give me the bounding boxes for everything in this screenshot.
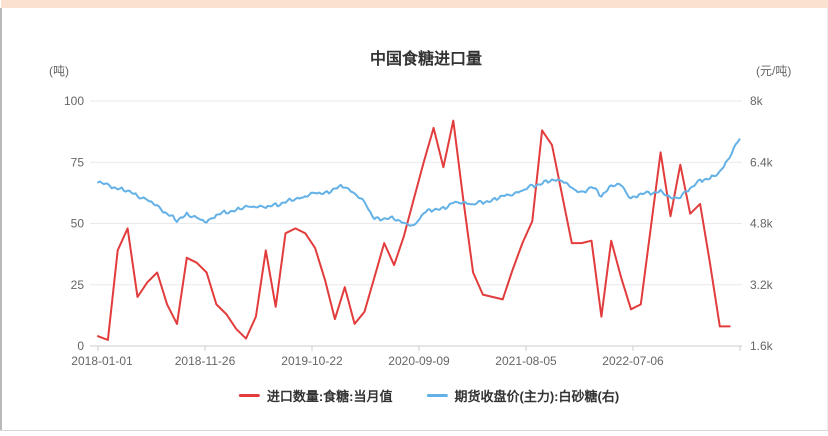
svg-text:2019-10-22: 2019-10-22 <box>281 354 343 368</box>
top-accent-bar <box>1 0 828 8</box>
series-line-imports <box>97 119 731 341</box>
legend-label: 进口数量:食糖:当月值 <box>266 389 393 404</box>
svg-text:25: 25 <box>71 278 85 292</box>
panel-left-border <box>0 8 2 431</box>
svg-text:0: 0 <box>77 339 84 353</box>
svg-text:100: 100 <box>64 94 84 108</box>
chart-title: 中国食糖进口量 <box>369 51 483 68</box>
right-axis-unit: (元/吨) <box>756 64 792 78</box>
svg-text:4.8k: 4.8k <box>750 217 774 231</box>
svg-text:6.4k: 6.4k <box>750 155 774 169</box>
svg-text:50: 50 <box>71 217 85 231</box>
svg-text:2022-07-06: 2022-07-06 <box>602 354 664 368</box>
panel-bottom-border <box>0 430 828 431</box>
svg-text:2018-11-26: 2018-11-26 <box>175 354 236 368</box>
svg-text:75: 75 <box>71 155 85 169</box>
legend-item-futures-price[interactable]: 期货收盘价(主力):白砂糖(右) <box>426 386 620 405</box>
left-axis-unit: (吨) <box>49 64 69 78</box>
legend-item-imports[interactable]: 进口数量:食糖:当月值 <box>238 386 393 405</box>
svg-text:1.6k: 1.6k <box>750 339 774 353</box>
series-line-futures-price <box>97 138 741 227</box>
svg-text:2021-08-05: 2021-08-05 <box>495 354 557 368</box>
red-line-swatch-icon <box>238 394 260 397</box>
svg-text:8k: 8k <box>750 94 764 108</box>
y-axis-left-labels: 100 75 50 25 0 <box>64 94 84 353</box>
blue-line-swatch-icon <box>426 394 448 397</box>
svg-text:3.2k: 3.2k <box>750 278 774 292</box>
chart-legend: 进口数量:食糖:当月值 期货收盘价(主力):白砂糖(右) <box>238 386 620 405</box>
x-axis-labels: 2018-01-01 2018-11-26 2019-10-22 2020-09-09… <box>71 354 664 368</box>
svg-text:2018-01-01: 2018-01-01 <box>71 354 133 368</box>
legend-label: 期货收盘价(主力):白砂糖(右) <box>454 389 620 404</box>
svg-text:2020-09-09: 2020-09-09 <box>388 354 450 368</box>
y-axis-right-labels: 8k 6.4k 4.8k 3.2k 1.6k <box>750 94 774 353</box>
x-axis-ticks <box>97 346 741 351</box>
